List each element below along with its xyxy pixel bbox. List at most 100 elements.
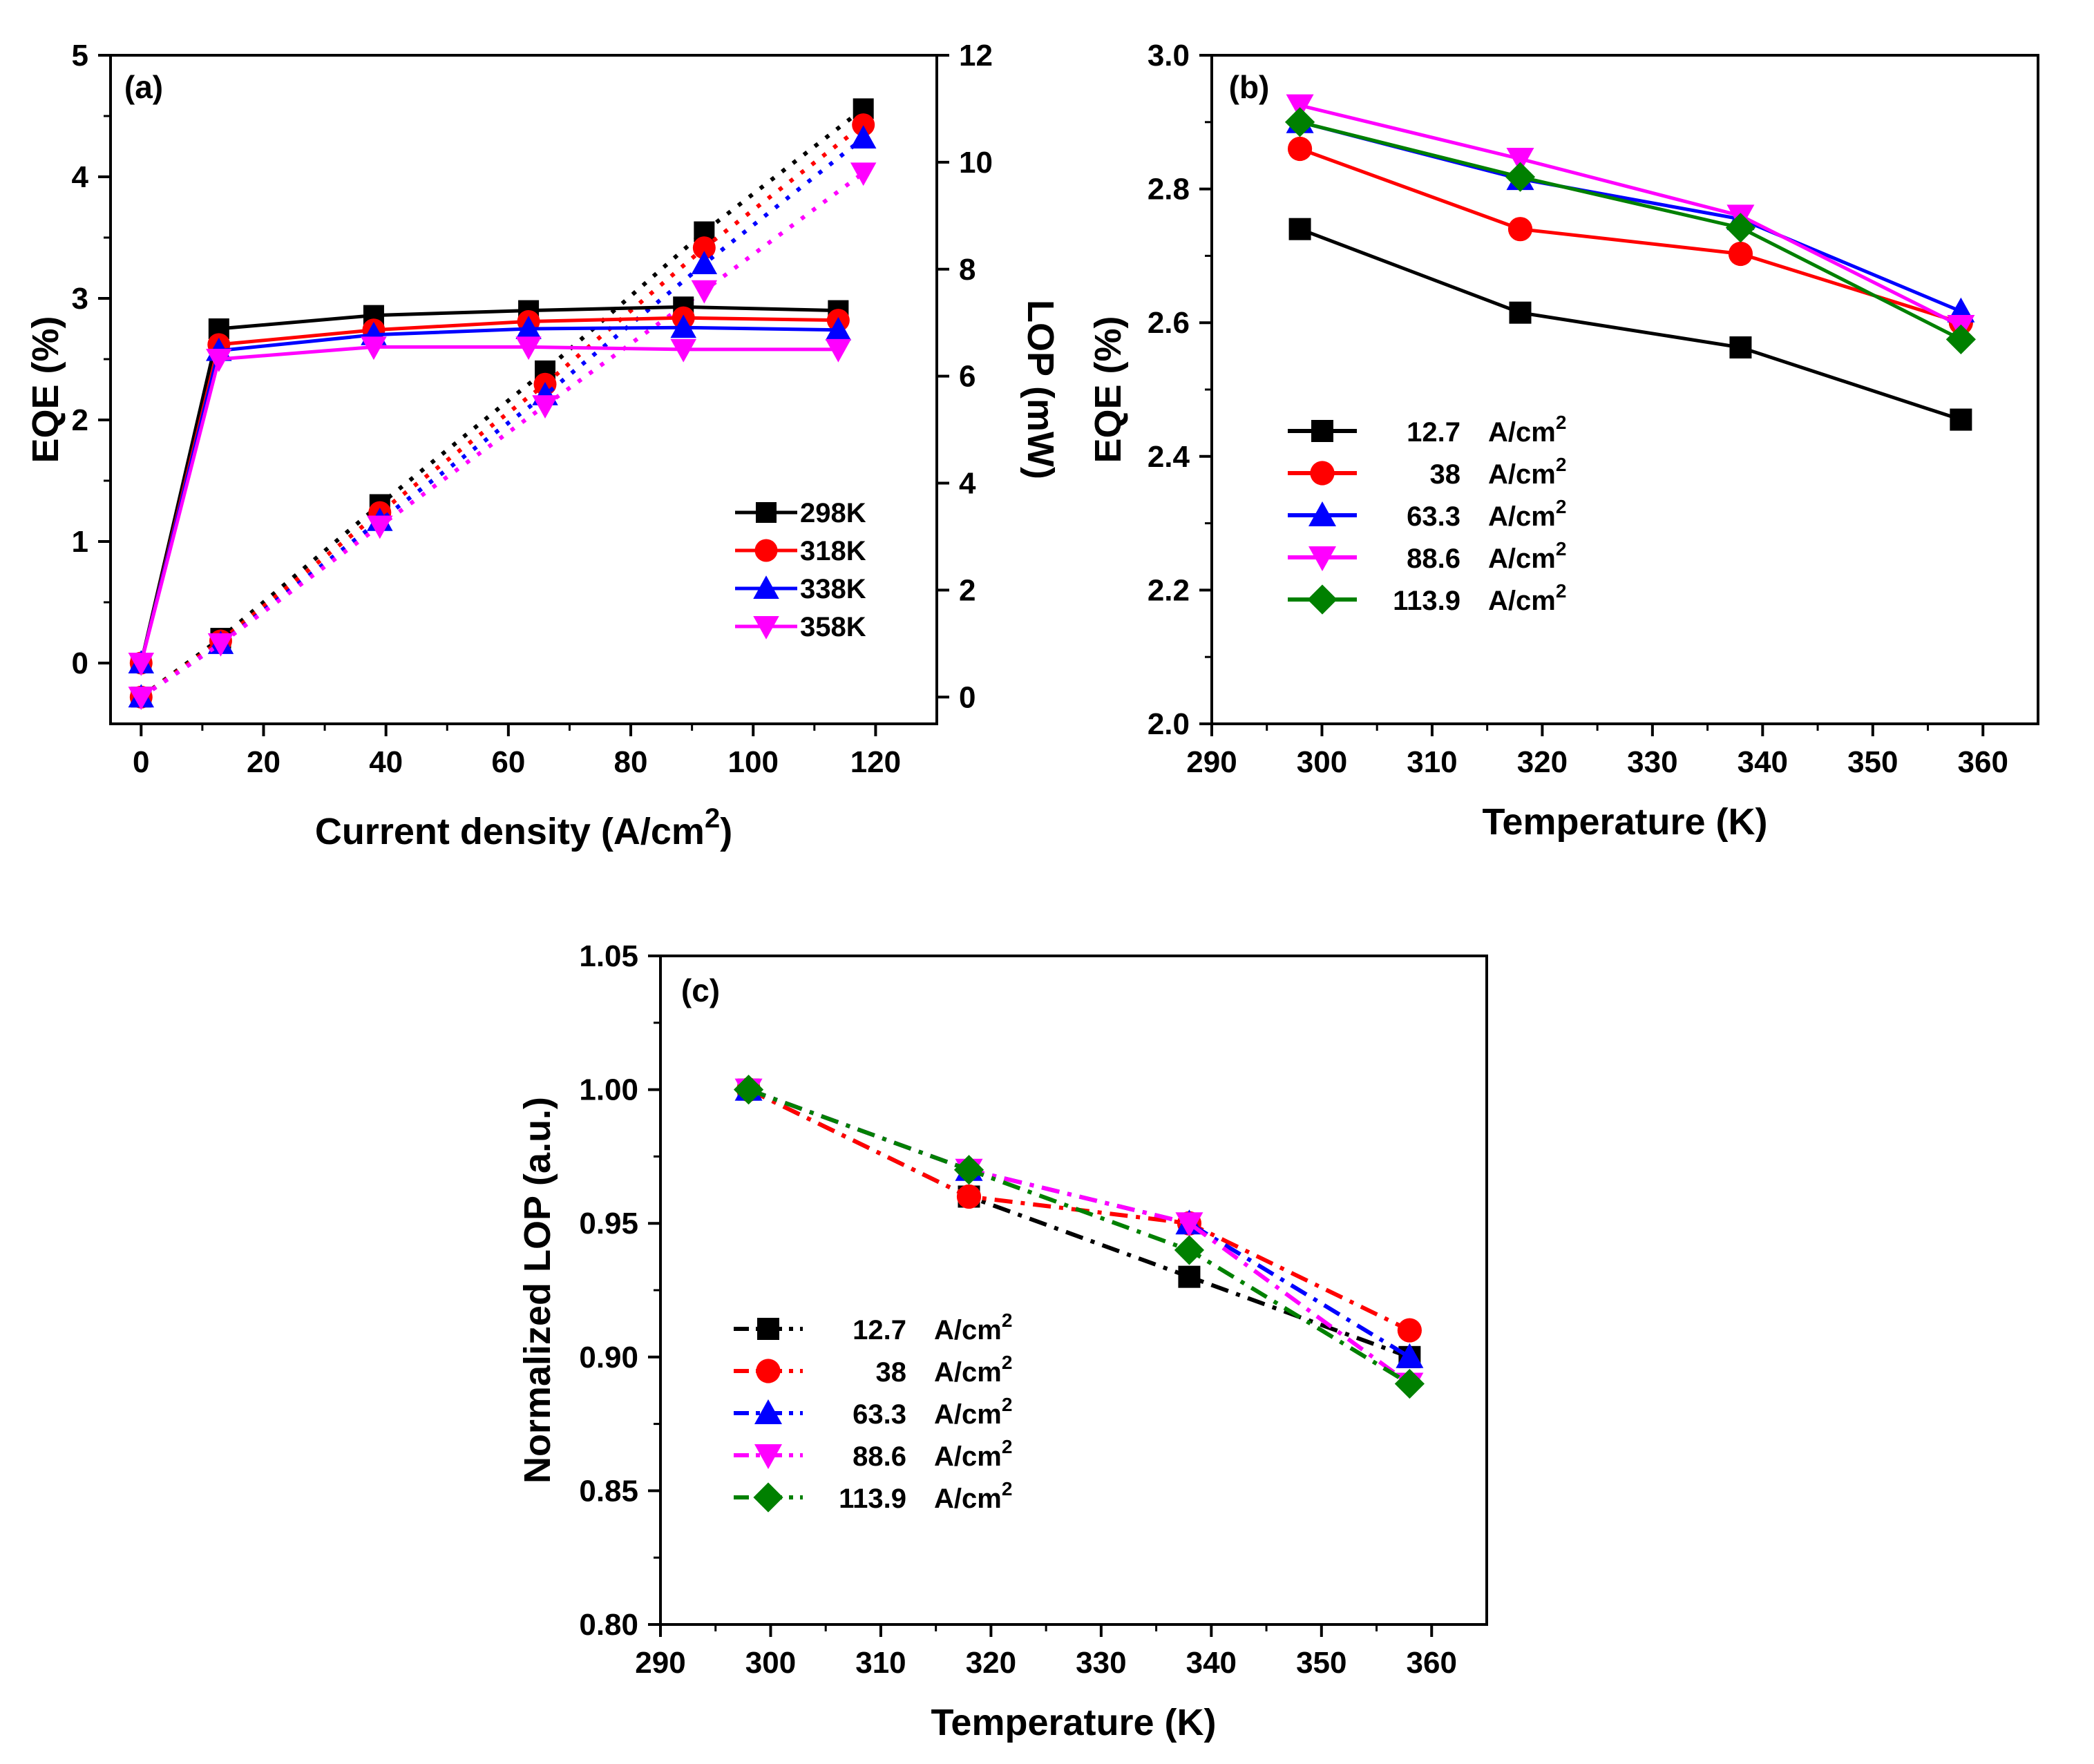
lop-series-line xyxy=(140,107,865,699)
legend-marker xyxy=(754,1444,782,1469)
x-tick-label: 290 xyxy=(635,1646,685,1680)
eqe-series-line xyxy=(139,316,839,664)
x-tick-label: 80 xyxy=(614,745,648,779)
legend-unit-main: A/cm xyxy=(1488,586,1556,616)
series-line xyxy=(1299,120,1962,341)
lop-series-line xyxy=(140,136,865,699)
data-point xyxy=(733,1075,764,1105)
legend-unit: A/cm2 xyxy=(934,1394,1012,1430)
y-tick-label: 0.85 xyxy=(579,1474,638,1508)
legend-unit-main: A/cm xyxy=(934,1399,1002,1430)
x-tick-label: 310 xyxy=(1407,745,1457,779)
x-tick-label: 330 xyxy=(1076,1646,1126,1680)
y2-tick-label: 10 xyxy=(959,146,993,180)
data-point xyxy=(1950,408,1972,431)
x-tick-label: 340 xyxy=(1738,745,1788,779)
legend-unit-sup: 2 xyxy=(1556,538,1567,559)
data-point xyxy=(1725,213,1756,243)
series-line xyxy=(1299,104,1962,328)
legend-marker xyxy=(1308,546,1336,571)
series-line xyxy=(748,1087,1411,1359)
eqe-data-point xyxy=(361,336,387,361)
x-tick-label: 300 xyxy=(1297,745,1347,779)
legend-unit: A/cm2 xyxy=(1488,496,1566,532)
x-axis-label: Current density (A/cm2) xyxy=(315,803,732,852)
lop-data-point xyxy=(367,515,393,539)
x-axis-label-sup: 2 xyxy=(705,803,720,834)
legend-marker xyxy=(1307,584,1338,615)
y-tick-label: 3 xyxy=(72,282,88,316)
y-tick-label: 2.4 xyxy=(1148,440,1190,474)
y-axis-label: Normalized LOP (a.u.) xyxy=(517,1097,558,1484)
legend-label: 38 xyxy=(876,1357,907,1388)
y-tick-label: 2.0 xyxy=(1148,707,1190,741)
legend-label: 358K xyxy=(800,612,866,642)
y-tick-label: 5 xyxy=(72,39,88,73)
legend-label: 113.9 xyxy=(839,1484,906,1514)
x-tick-label: 60 xyxy=(491,745,525,779)
data-point xyxy=(1728,241,1753,267)
legend-marker xyxy=(753,616,779,640)
data-point xyxy=(1505,162,1536,192)
x-tick-label: 290 xyxy=(1186,745,1237,779)
y2-axis-label: LOP (mW) xyxy=(1020,300,1061,479)
y2-tick-label: 2 xyxy=(959,573,975,607)
y-tick-label: 0.95 xyxy=(579,1207,638,1240)
y-axis-label: EQE (%) xyxy=(25,316,66,463)
lop-data-point xyxy=(691,280,718,304)
y-tick-label: 0.90 xyxy=(579,1341,638,1374)
eqe-series-line xyxy=(139,325,839,664)
y-tick-label: 0.80 xyxy=(579,1608,638,1642)
x-tick-label: 320 xyxy=(966,1646,1016,1680)
legend-marker xyxy=(1308,501,1336,526)
panel-c-frame xyxy=(659,955,1488,1626)
series-line xyxy=(1299,147,1962,325)
legend-unit-main: A/cm xyxy=(934,1441,1002,1472)
data-point xyxy=(956,1184,982,1209)
x-tick-label: 20 xyxy=(247,745,280,779)
legend-marker xyxy=(754,1399,782,1424)
eqe-data-point xyxy=(128,653,155,676)
data-point xyxy=(1394,1368,1425,1399)
eqe-data-point xyxy=(825,317,852,341)
legend-label: 88.6 xyxy=(1407,544,1460,574)
legend-marker xyxy=(1311,420,1333,442)
legend-unit-sup: 2 xyxy=(1002,1352,1013,1373)
lop-series-line xyxy=(140,123,865,699)
legend-marker xyxy=(1310,461,1335,486)
panel-label-a: (a) xyxy=(124,69,163,105)
legend-unit-main: A/cm xyxy=(934,1484,1002,1514)
data-point xyxy=(1175,1212,1203,1238)
legend-unit: A/cm2 xyxy=(934,1436,1012,1472)
data-point xyxy=(1729,336,1752,359)
data-point xyxy=(1509,301,1532,324)
x-tick-label: 360 xyxy=(1958,745,2008,779)
data-point xyxy=(1945,324,1976,354)
x-tick-label: 360 xyxy=(1407,1646,1457,1680)
lop-data-point xyxy=(850,125,877,149)
legend-unit-sup: 2 xyxy=(1002,1436,1013,1457)
y-tick-label: 2.2 xyxy=(1148,573,1190,607)
data-point xyxy=(1288,218,1311,240)
data-point xyxy=(953,1155,984,1185)
eqe-data-point xyxy=(670,314,696,338)
lop-data-point xyxy=(207,633,234,657)
data-point xyxy=(1506,148,1534,173)
y2-tick-label: 6 xyxy=(959,360,975,394)
x-tick-label: 350 xyxy=(1847,745,1898,779)
lop-data-point xyxy=(532,395,558,419)
x-axis-label: Temperature (K) xyxy=(931,1702,1216,1743)
y-tick-label: 1.00 xyxy=(579,1073,638,1107)
legend-unit-sup: 2 xyxy=(1556,580,1567,602)
legend-label: 12.7 xyxy=(853,1315,906,1345)
lop-data-point xyxy=(852,113,875,137)
series-line xyxy=(748,1087,1411,1359)
legend-label: 63.3 xyxy=(1407,501,1460,532)
legend-unit-main: A/cm xyxy=(1488,544,1556,574)
legend-label: 88.6 xyxy=(853,1441,906,1472)
data-point xyxy=(1287,136,1313,162)
lop-data-point xyxy=(692,236,716,260)
legend-label: 12.7 xyxy=(1407,417,1460,448)
eqe-data-point xyxy=(670,338,696,363)
legend-unit: A/cm2 xyxy=(1488,580,1566,616)
